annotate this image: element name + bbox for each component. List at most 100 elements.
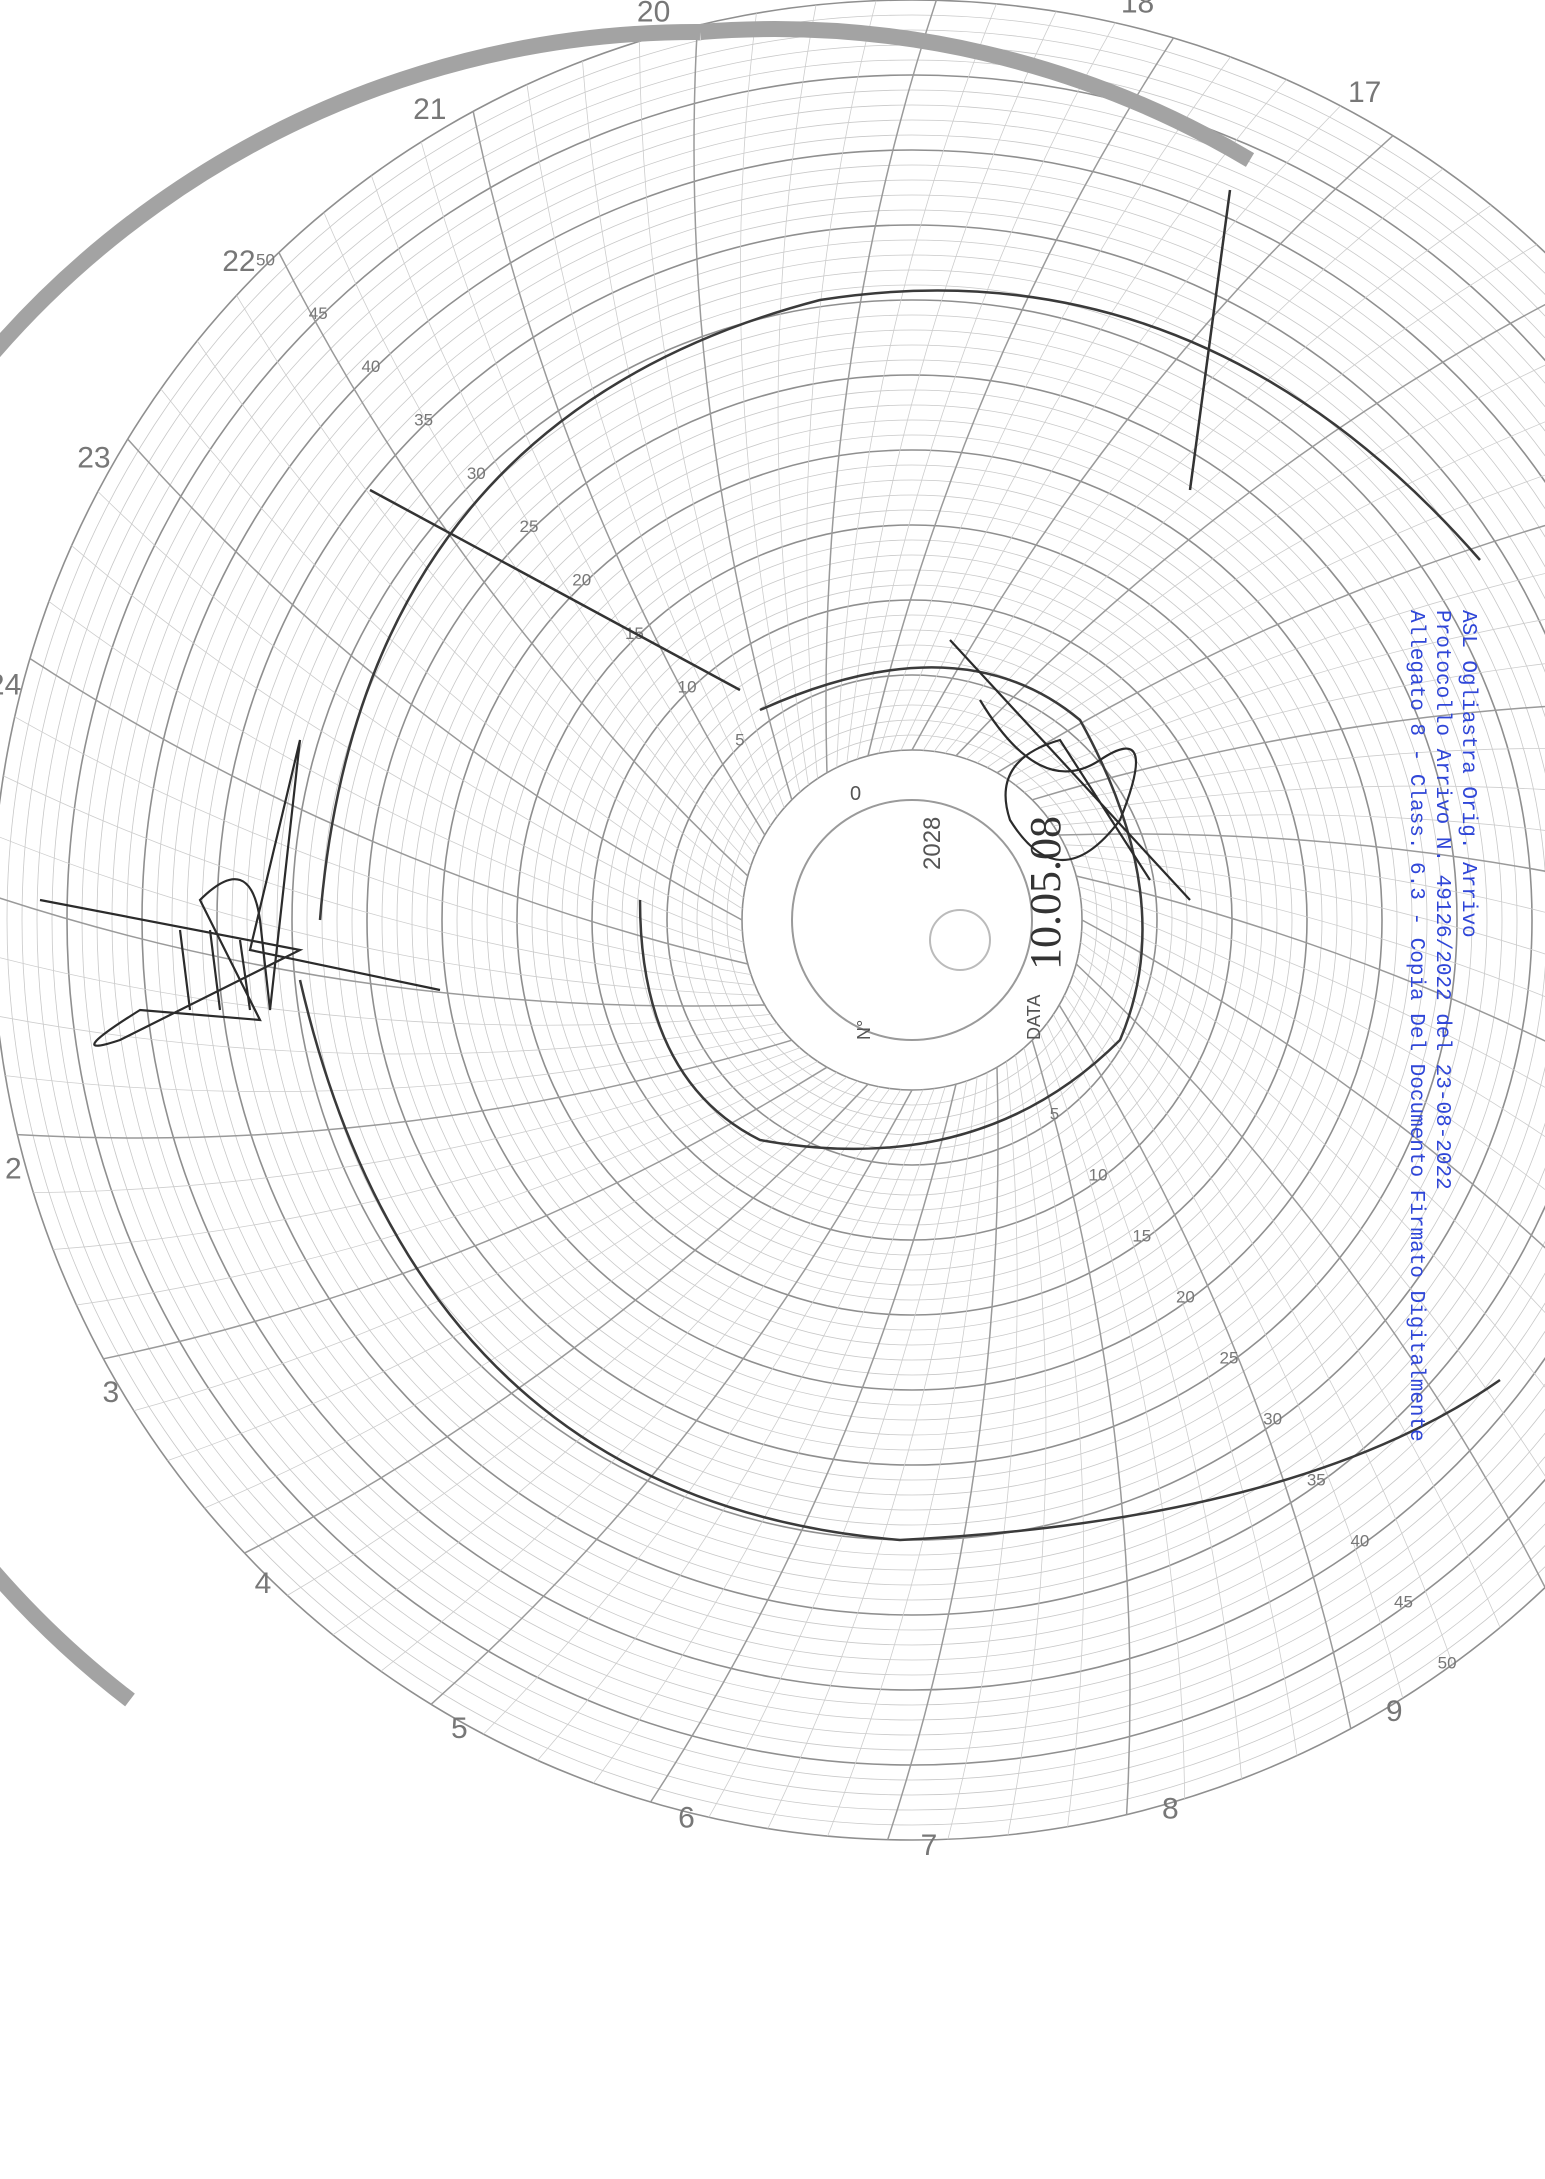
time-arc (5, 1031, 785, 1093)
grid-ring (606, 614, 1218, 1226)
grid-ring (231, 239, 1545, 1601)
grid-ring (6, 14, 1545, 1826)
time-arc (1081, 930, 1545, 1314)
grid-ring (96, 104, 1545, 1736)
grid-ring (381, 389, 1443, 1451)
pen-trace-outer (318, 289, 1481, 921)
time-arc (537, 1088, 935, 1761)
time-arc (430, 1089, 913, 1705)
time-arc (332, 1088, 891, 1636)
time-arc (639, 41, 785, 809)
grid-ring (351, 359, 1473, 1481)
grid-ring (21, 29, 1545, 1811)
time-arc (483, 1089, 924, 1735)
time-arc (900, 105, 1341, 751)
time-arc (911, 135, 1394, 751)
ring-scale-label: 5 (735, 731, 744, 750)
time-arc (1031, 1039, 1131, 1815)
time-arc (649, 1084, 957, 1803)
grid-ring (636, 644, 1188, 1196)
ring-scale-label: 25 (520, 517, 539, 536)
time-arc (836, 3, 997, 768)
time-arc (1080, 897, 1545, 1138)
ring-scale-label: 10 (678, 677, 697, 696)
time-arc (1080, 941, 1545, 1388)
time-arc (76, 1060, 818, 1306)
time-arc (52, 1054, 809, 1250)
time-arc (236, 295, 746, 888)
time-arc (33, 1047, 801, 1193)
time-arc (825, 0, 938, 773)
grid-ring (501, 509, 1323, 1331)
time-arc (0, 957, 771, 1026)
time-arc (526, 84, 772, 826)
hour-label: 2 (5, 1152, 22, 1185)
signature-left (39, 739, 441, 1047)
time-arc (593, 1086, 946, 1784)
time-arc (739, 13, 801, 793)
time-arc (1064, 994, 1404, 1699)
ring-scale-label: 20 (572, 571, 591, 590)
chart-number-label: N° (854, 1020, 874, 1040)
grid-ring (576, 584, 1248, 1256)
time-arc (1053, 814, 1545, 831)
grid-ring (441, 449, 1383, 1391)
grid-ring (51, 59, 1545, 1781)
hour-label: 21 (413, 93, 446, 126)
time-arc (947, 1061, 1018, 1840)
time-arc (846, 11, 1057, 763)
hour-label: 17 (1348, 76, 1381, 109)
ring-scale-label: 30 (467, 464, 486, 483)
grid-ring (516, 524, 1308, 1316)
time-arc (827, 1072, 988, 1837)
hour-label: 5 (451, 1712, 468, 1745)
stamp-line-2: Protocollo Arrivo N. 49126/2022 del 23-0… (1430, 610, 1453, 1190)
ring-scale-label: 35 (414, 411, 433, 430)
time-arc (160, 388, 743, 910)
time-arc (777, 4, 817, 786)
grid-ring (186, 194, 1545, 1646)
grid-ring (321, 329, 1503, 1511)
stamp-line-1: ASL Ogliastra Orig. Arrivo (1456, 610, 1479, 938)
grid-ring (456, 464, 1368, 1376)
hour-label: 22 (222, 245, 255, 278)
grid-ring (561, 569, 1263, 1271)
time-arc (1075, 963, 1545, 1588)
time-arc (1081, 919, 1545, 1249)
hour-label: 6 (678, 1801, 695, 1834)
ring-scale-label: 50 (256, 250, 275, 269)
time-arc (380, 1089, 902, 1672)
time-arc (806, 0, 877, 779)
time-arc (1039, 748, 1545, 809)
outer-rim-band (0, 23, 701, 1707)
hour-label: 23 (77, 441, 110, 474)
grid-ring (666, 674, 1158, 1166)
grid-ring (696, 704, 1128, 1136)
time-arc (933, 204, 1492, 752)
grid-ring (651, 659, 1173, 1181)
time-arc (97, 491, 743, 932)
grid-ring (66, 74, 1545, 1766)
grid-ring (0, 0, 1545, 1841)
pen-trace-inner (638, 666, 1144, 1151)
time-arc (1015, 619, 1545, 786)
center-hole (929, 909, 991, 971)
grid-ring (336, 344, 1488, 1496)
time-arc (1046, 785, 1545, 817)
time-arc (857, 22, 1116, 760)
grid-ring (366, 374, 1458, 1466)
time-arc (1006, 573, 1545, 780)
time-arc (244, 1083, 869, 1554)
time-arc (323, 212, 752, 866)
time-arc (0, 836, 760, 996)
ring-scale-label: 25 (1220, 1348, 1239, 1367)
pen-stroke-nw (369, 488, 741, 692)
ring-scale-label: 15 (1132, 1226, 1151, 1245)
time-arc (1076, 875, 1545, 1042)
time-arc (1069, 854, 1545, 955)
ring-scale-label: 40 (361, 357, 380, 376)
time-arc (867, 37, 1175, 756)
time-arc (1072, 974, 1501, 1628)
time-arc (204, 1080, 858, 1509)
